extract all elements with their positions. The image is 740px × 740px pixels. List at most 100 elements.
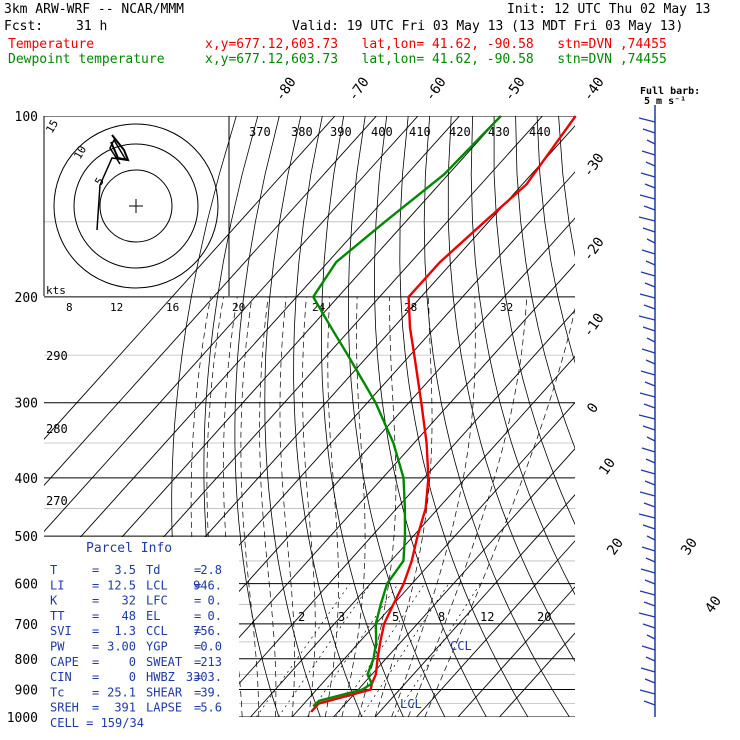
dry-adiabat xyxy=(447,116,575,663)
mixing-ratio-label: 20 xyxy=(537,610,551,624)
parcel-label: = xyxy=(194,640,201,654)
theta-label: 290 xyxy=(46,349,68,363)
model-title: 3km ARW-WRF -- NCAR/MMM xyxy=(4,2,185,17)
pressure-label: 1000 xyxy=(7,711,38,726)
dry-adiabat xyxy=(666,116,740,717)
isotherm-label: -10 xyxy=(580,310,608,340)
wind-barb xyxy=(641,150,656,156)
hodograph-trace-bold xyxy=(110,134,130,162)
pressure-label: 300 xyxy=(15,397,38,412)
parcel-label: = xyxy=(194,685,201,699)
parcel-label: = xyxy=(194,701,201,715)
wind-barb xyxy=(638,513,656,519)
dry-adiabat xyxy=(645,116,740,717)
parcel-label: = xyxy=(92,670,99,684)
dry-adiabat xyxy=(374,116,487,717)
isotherm xyxy=(44,116,336,440)
parcel-value: 0. xyxy=(208,609,222,623)
wind-barb xyxy=(641,447,656,453)
parcel-label: = xyxy=(194,670,201,684)
parcel-label: CAPE xyxy=(50,655,79,669)
pressure-label: 900 xyxy=(15,683,38,698)
moist-adiabat xyxy=(424,307,575,717)
parcel-value: 3.5 xyxy=(114,563,136,577)
wind-barb xyxy=(646,337,656,343)
parcel-label: HWBZ xyxy=(146,670,175,684)
wind-barb xyxy=(641,546,656,552)
hodograph-ring-label: 10 xyxy=(71,144,89,162)
theta-label: 440 xyxy=(529,125,551,139)
temperature-location: x,y=677.12,603.73 lat,lon= 41.62, -90.58… xyxy=(205,37,667,52)
wind-barb xyxy=(640,568,656,574)
parcel-value: 0. xyxy=(208,594,222,608)
wind-barb xyxy=(645,458,656,464)
wind-barb xyxy=(642,128,656,134)
parcel-label: = xyxy=(194,578,201,592)
dry-adiabat xyxy=(399,116,529,717)
parcel-label: = xyxy=(194,624,201,638)
dry-adiabat xyxy=(580,116,740,717)
isotherm xyxy=(333,447,575,717)
parcel-label: = xyxy=(194,609,201,623)
isotherm-label: -60 xyxy=(422,74,450,104)
parcel-label: = xyxy=(92,655,99,669)
dry-adiabat xyxy=(623,116,740,717)
moist-adiabat xyxy=(302,296,316,717)
wind-barb xyxy=(639,689,656,695)
wind-barb xyxy=(641,249,656,255)
isotherm-label: 10 xyxy=(596,455,619,478)
isotherm xyxy=(250,355,575,717)
theta-label: 390 xyxy=(330,125,352,139)
wind-barb xyxy=(642,524,656,530)
wind-barb xyxy=(645,359,656,365)
pressure-label: 800 xyxy=(15,653,38,668)
isotherm xyxy=(499,632,575,717)
parcel-value: 1.3 xyxy=(114,624,136,638)
temperature-legend: Temperature xyxy=(8,37,95,52)
dry-adiabat xyxy=(536,116,575,364)
parcel-label: CCL xyxy=(146,624,168,638)
parcel-label: = xyxy=(194,594,201,608)
parcel-value: 12.5 xyxy=(107,578,136,592)
moist-adiabat xyxy=(240,296,260,717)
wind-barb xyxy=(645,260,656,266)
parcel-value: 756. xyxy=(193,624,222,638)
parcel-label: LAPSE xyxy=(146,701,182,715)
hodograph-axis-label: 32 xyxy=(500,301,513,314)
hodograph-ring-15 xyxy=(53,123,219,289)
isotherm-label: -40 xyxy=(580,74,608,104)
wind-barb xyxy=(644,579,656,585)
mixing-ratio-label: 5 xyxy=(392,610,399,624)
parcel-info-title: Parcel Info xyxy=(86,541,172,556)
parcel-label: Tc xyxy=(50,685,64,699)
hodograph-axis-label: 20 xyxy=(232,301,245,314)
valid-time: Valid: 19 UTC Fri 03 May 13 (13 MDT Fri … xyxy=(292,19,684,34)
wind-barb xyxy=(646,139,656,145)
wind-barb xyxy=(640,667,656,673)
hodograph-units: kts xyxy=(46,284,66,297)
parcel-label: K xyxy=(50,594,58,608)
barb-legend-units: 5 m s⁻¹ xyxy=(644,96,686,107)
parcel-label: EL xyxy=(146,609,160,623)
wind-barb xyxy=(644,678,656,684)
theta-label: 280 xyxy=(46,422,68,436)
wind-barb xyxy=(640,271,656,277)
isotherm xyxy=(457,586,575,717)
wind-barb xyxy=(640,469,656,475)
lcl-annotation: LCL xyxy=(400,697,422,711)
parcel-label: = xyxy=(92,594,99,608)
moist-adiabat xyxy=(259,296,277,717)
wind-barb xyxy=(646,238,656,244)
parcel-value: 48 xyxy=(122,609,136,623)
moist-adiabat xyxy=(324,296,339,717)
isotherm-label: -70 xyxy=(345,74,373,104)
theta-label: 430 xyxy=(488,125,510,139)
parcel-label: SVI xyxy=(50,624,72,638)
isotherm-label: -30 xyxy=(580,150,608,180)
hodograph-axis-label: 28 xyxy=(404,301,417,314)
wind-barb xyxy=(638,612,656,618)
isotherm-label: 30 xyxy=(678,535,701,558)
dry-adiabat xyxy=(264,116,321,717)
pressure-label: 700 xyxy=(15,618,38,633)
